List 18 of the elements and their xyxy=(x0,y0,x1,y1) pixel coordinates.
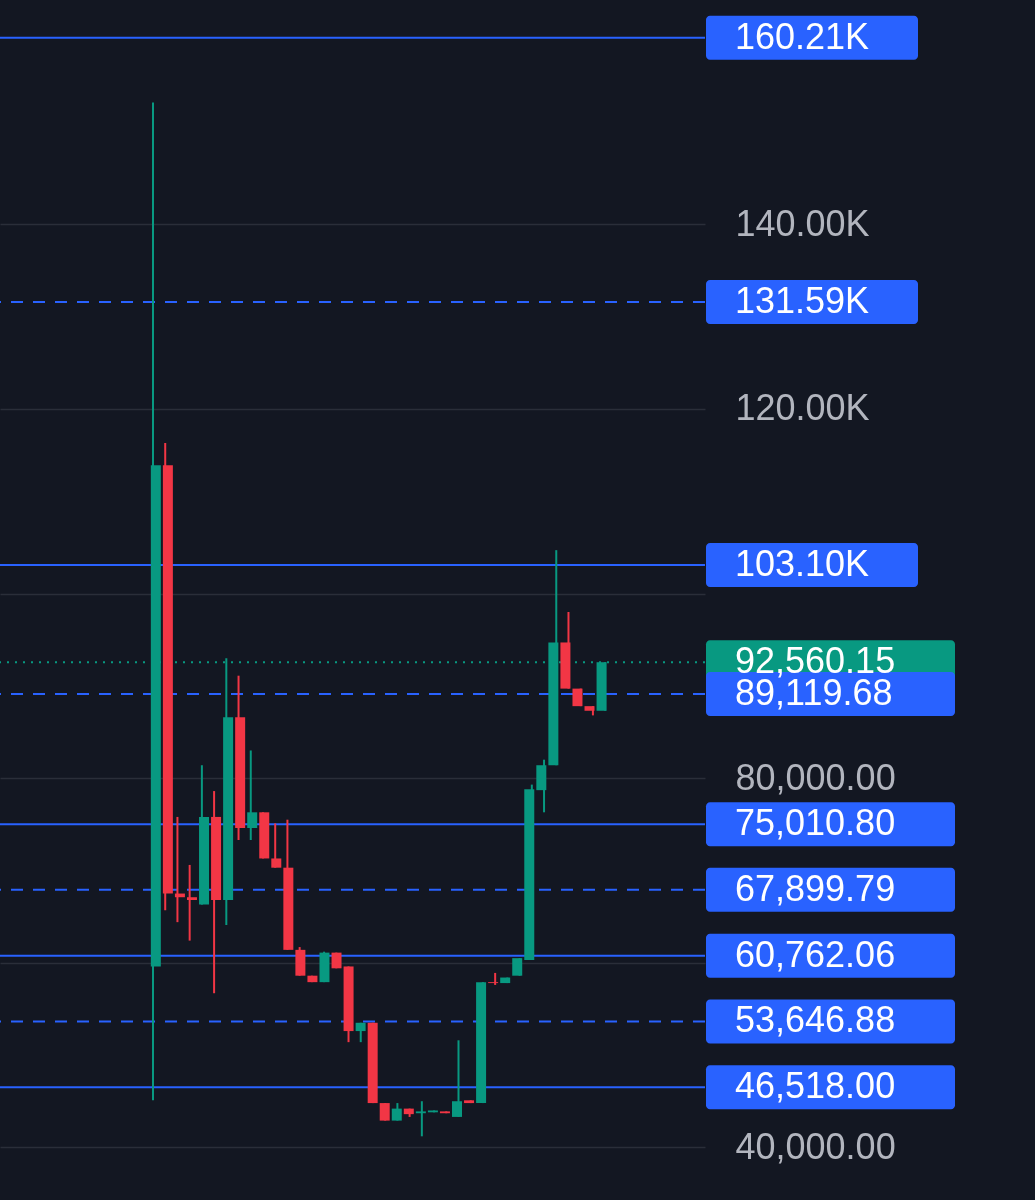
ref-line-label: 53,646.88 xyxy=(735,999,896,1041)
y-tick-label: 80,000.00 xyxy=(735,756,896,798)
ref-line-label: 75,010.80 xyxy=(735,802,896,844)
candlestick xyxy=(452,1039,462,1118)
candlestick xyxy=(247,749,258,841)
ref-line-label: 60,762.06 xyxy=(735,933,896,975)
ref-line-label: 103.10K xyxy=(735,542,870,584)
y-tick-label: 40,000.00 xyxy=(735,1125,896,1167)
y-tick-label: 120.00K xyxy=(735,387,870,429)
candlestick xyxy=(186,863,197,942)
candlestick xyxy=(271,822,282,869)
ref-line-label: 131.59K xyxy=(735,279,870,321)
candlestick xyxy=(488,971,499,986)
ref-line-label: 67,899.79 xyxy=(735,867,896,909)
ref-line-label: 160.21K xyxy=(735,15,870,57)
y-tick-label: 140.00K xyxy=(735,202,870,244)
candlestick xyxy=(415,1100,426,1138)
ref-line-label: 46,518.00 xyxy=(735,1065,896,1107)
